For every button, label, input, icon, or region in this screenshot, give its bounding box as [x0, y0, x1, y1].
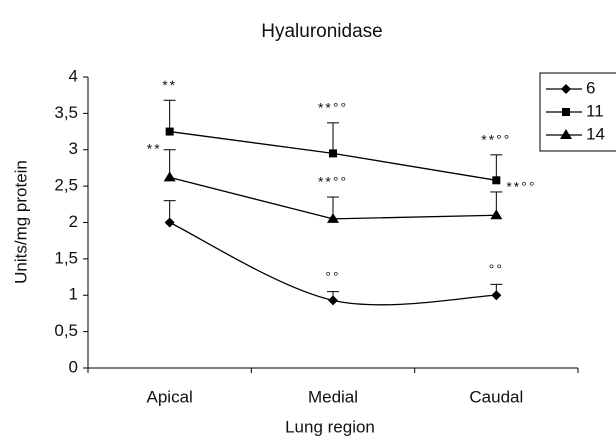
data-point — [328, 295, 338, 306]
data-point — [165, 127, 174, 136]
x-tick-label: Medial — [308, 387, 358, 406]
legend-label: 14 — [586, 124, 605, 143]
data-point — [329, 149, 337, 158]
y-tick-label: 4 — [69, 66, 78, 85]
y-axis-label: Units/mg protein — [11, 160, 30, 284]
legend-marker — [560, 129, 572, 139]
legend-label: 6 — [586, 78, 595, 97]
x-tick-label: Caudal — [469, 387, 523, 406]
point-label: °° — [489, 261, 504, 277]
y-tick-label: 0,5 — [54, 321, 78, 340]
point-label: **°° — [318, 174, 348, 190]
legend-label: 11 — [586, 101, 604, 120]
data-point — [490, 209, 503, 220]
y-tick-label: 3 — [69, 139, 78, 158]
point-label: **°° — [318, 100, 348, 116]
data-point — [491, 290, 502, 301]
legend-marker — [561, 84, 571, 94]
point-label: °° — [325, 268, 340, 284]
point-label: **°° — [506, 179, 536, 195]
point-label: **°° — [481, 132, 511, 148]
legend-marker — [562, 108, 570, 116]
point-label: ** — [147, 140, 162, 156]
y-tick-label: 1 — [69, 285, 78, 304]
y-tick-label: 2 — [69, 212, 78, 231]
y-tick-label: 1,5 — [54, 248, 78, 267]
y-tick-label: 3,5 — [54, 103, 78, 122]
point-label: ** — [162, 77, 177, 93]
data-point — [163, 171, 176, 182]
data-point — [327, 212, 339, 223]
x-tick-label: Apical — [147, 387, 193, 406]
y-tick-label: 0 — [69, 357, 78, 376]
y-tick-label: 2,5 — [54, 176, 78, 195]
data-point — [492, 176, 501, 185]
x-axis-label: Lung region — [285, 417, 375, 436]
data-point — [164, 217, 175, 228]
chart-title: Hyaluronidase — [261, 21, 382, 42]
